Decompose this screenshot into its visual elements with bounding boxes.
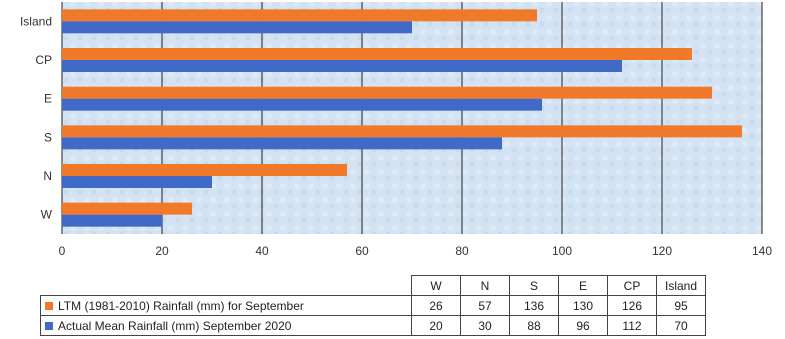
table-value-cell: 70: [656, 315, 706, 336]
bar-ltm-e: [62, 86, 712, 99]
x-tick-label: 40: [255, 244, 269, 258]
category-label-s: S: [44, 130, 52, 144]
table-value-cell: 30: [460, 315, 510, 336]
table-row: LTM (1981-2010) Rainfall (mm) for Septem…: [40, 295, 706, 316]
table-value-cell: 130: [558, 295, 608, 316]
x-tick-label: 120: [652, 244, 672, 258]
table-header-cell: W: [411, 275, 461, 296]
x-tick-label: 0: [59, 244, 66, 258]
table-header-row: W N S E CP Island: [41, 275, 706, 296]
table-value-cell: 88: [509, 315, 559, 336]
bar-chart: 0 20 40 60 80 100 120 140 W N S E CP Island: [20, 2, 773, 258]
table-value-cell: 136: [509, 295, 559, 316]
table-value-cell: 57: [460, 295, 510, 316]
plot-background: [62, 2, 762, 234]
table-value-cell: 26: [411, 295, 461, 316]
table-value-cell: 20: [411, 315, 461, 336]
table-header-cell: N: [460, 275, 510, 296]
legend-swatch: [45, 322, 53, 331]
category-label-cp: CP: [35, 53, 52, 67]
data-table-container: W N S E CP Island LTM (1981-2010) Rainfall (mm…: [40, 275, 706, 336]
table-header-cell: E: [558, 275, 608, 296]
x-tick-label: 20: [155, 244, 169, 258]
gridlines: [61, 2, 763, 234]
bar-ltm-island: [62, 9, 537, 22]
bar-ltm-w: [62, 202, 192, 215]
table-value-cell: 95: [656, 295, 706, 316]
series-label: Actual Mean Rainfall (mm) September 2020: [58, 318, 292, 333]
bar-ltm-s: [62, 125, 742, 138]
bar-actual-e: [62, 98, 542, 111]
x-tick-label: 100: [552, 244, 572, 258]
bar-actual-island: [62, 21, 412, 34]
table-value-cell: 96: [558, 315, 608, 336]
bar-actual-cp: [62, 60, 622, 72]
x-tick-label: 60: [355, 244, 369, 258]
bar-ltm-n: [62, 164, 347, 176]
table-row: Actual Mean Rainfall (mm) September 2020…: [40, 315, 706, 336]
series-label: LTM (1981-2010) Rainfall (mm) for Septem…: [58, 298, 304, 313]
category-label-w: W: [41, 208, 53, 222]
category-label-n: N: [43, 169, 52, 183]
series-label-cell: Actual Mean Rainfall (mm) September 2020: [40, 315, 412, 336]
table-value-cell: 126: [607, 295, 657, 316]
y-axis-categories: W N S E CP Island: [20, 14, 53, 221]
category-label-e: E: [44, 92, 52, 106]
x-tick-label: 140: [752, 244, 772, 258]
table-header-cell: Island: [656, 275, 706, 296]
x-tick-label: 80: [455, 244, 469, 258]
table-corner-cell: [41, 276, 412, 296]
category-label-island: Island: [20, 14, 52, 28]
table-header-cell: CP: [607, 275, 657, 296]
data-table: W N S E CP Island LTM (1981-2010) Rainfall (mm…: [40, 275, 706, 336]
bar-ltm-cp: [62, 48, 692, 60]
table-value-cell: 112: [607, 315, 657, 336]
bars-group: [62, 9, 742, 227]
series-label-cell: LTM (1981-2010) Rainfall (mm) for Septem…: [40, 295, 412, 316]
bar-actual-s: [62, 137, 502, 150]
bar-actual-n: [62, 176, 212, 188]
legend-swatch: [45, 302, 53, 311]
table-header-cell: S: [509, 275, 559, 296]
x-axis-ticks: 0 20 40 60 80 100 120 140: [59, 244, 773, 258]
bar-actual-w: [62, 214, 162, 227]
